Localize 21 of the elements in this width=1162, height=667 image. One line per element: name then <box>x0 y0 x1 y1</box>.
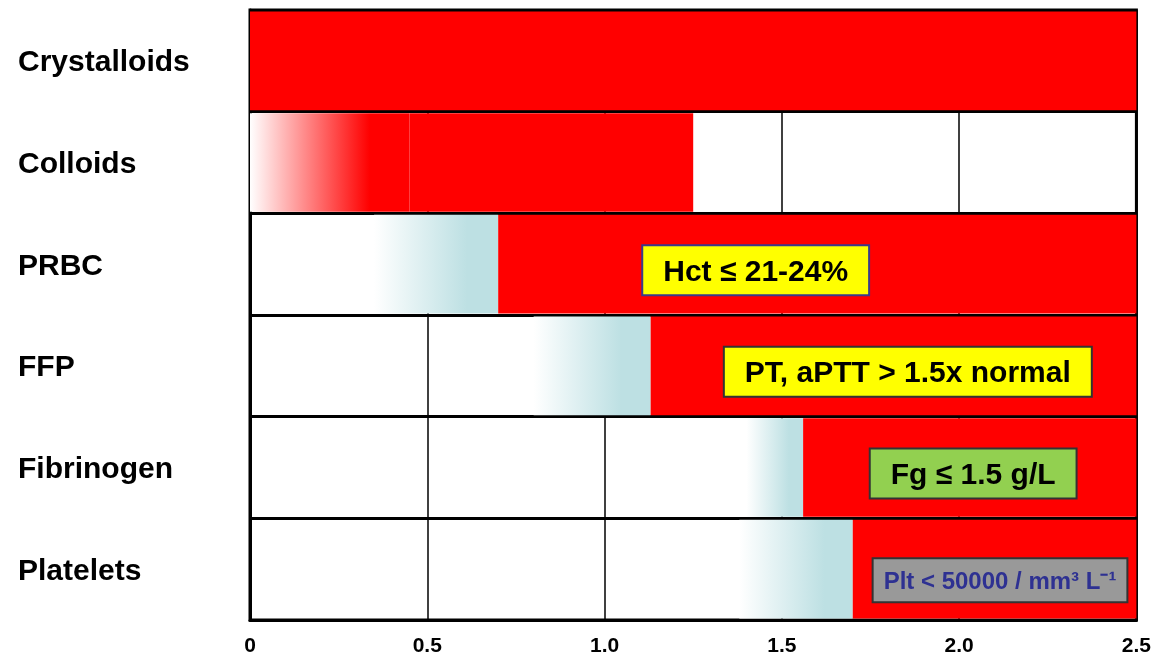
x-tick-label: 0 <box>244 633 256 656</box>
bar <box>374 214 499 314</box>
bar <box>409 113 694 212</box>
bar <box>739 519 853 619</box>
x-tick-label: 1.0 <box>589 633 620 656</box>
y-tick-label: Fibrinogen <box>18 451 173 484</box>
bar <box>533 316 651 416</box>
annotation: Plt < 50000 / mm³ L⁻¹ <box>883 566 1117 594</box>
y-tick-label: Platelets <box>18 552 142 586</box>
x-tick-label: 2.5 <box>1121 633 1152 656</box>
annotation: Hct ≤ 21-24% <box>663 253 849 287</box>
y-tick-label: FFP <box>18 349 75 383</box>
annotation: Fg ≤ 1.5 g/L <box>890 457 1056 490</box>
y-tick-label: Colloids <box>18 146 137 179</box>
y-tick-label: PRBC <box>18 247 104 281</box>
y-tick-label: Crystalloids <box>18 44 190 78</box>
annotation: PT, aPTT > 1.5x normal <box>744 355 1071 389</box>
x-tick-label: 2.0 <box>944 633 974 656</box>
x-tick-label: 0.5 <box>412 633 443 656</box>
bar <box>250 113 410 212</box>
x-tick-label: 1.5 <box>767 633 797 656</box>
